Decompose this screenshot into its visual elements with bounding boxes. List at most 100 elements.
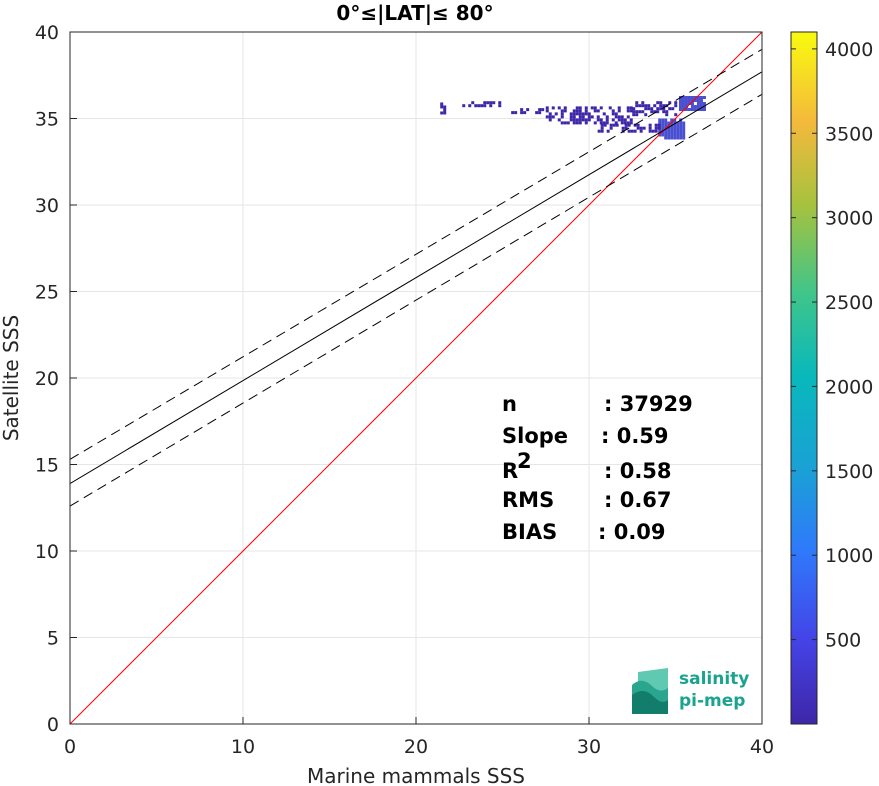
- density-cell: [471, 101, 475, 105]
- density-cell: [538, 108, 542, 112]
- density-cell: [608, 106, 612, 110]
- colorbar-tick-label: 2000: [825, 376, 873, 398]
- density-cell: [699, 105, 703, 109]
- density-cell: [681, 105, 685, 109]
- density-cell: [699, 99, 703, 103]
- density-cell: [572, 115, 576, 119]
- colorbar-ticks: 500 1000 1500 2000 2500 3000 3500 4000: [791, 39, 873, 652]
- density-cell: [674, 101, 678, 105]
- colorbar-tick-label: 3500: [825, 123, 873, 145]
- y-tick-label: 40: [35, 22, 59, 44]
- density-cell: [440, 102, 444, 106]
- density-cell: [617, 115, 621, 119]
- x-axis-label: Marine mammals SSS: [307, 764, 525, 786]
- density-cell: [654, 123, 658, 127]
- density-cell: [679, 130, 683, 134]
- y-tick-label: 20: [35, 368, 59, 390]
- density-cell: [474, 104, 478, 108]
- density-cell: [657, 123, 661, 127]
- density-cell: [587, 112, 591, 116]
- stat-value: : 0.67: [604, 488, 672, 512]
- colorbar: [790, 31, 818, 725]
- density-cell: [538, 111, 542, 115]
- density-cell: [621, 126, 625, 130]
- density-cell: [670, 133, 674, 137]
- density-cell: [690, 102, 694, 106]
- density-clusters: [440, 96, 706, 140]
- density-cell: [575, 121, 579, 125]
- density-cell: [679, 127, 683, 131]
- density-cell: [676, 130, 680, 134]
- density-cell: [635, 113, 639, 117]
- density-cell: [620, 115, 624, 119]
- density-cell: [557, 106, 561, 110]
- density-cell: [673, 127, 677, 131]
- density-cell: [702, 102, 706, 106]
- density-cell: [600, 123, 604, 127]
- density-cell: [581, 115, 585, 119]
- density-cluster: [678, 96, 706, 112]
- waves-icon: [632, 668, 668, 714]
- identity-line: [70, 32, 762, 724]
- density-cell: [650, 107, 654, 111]
- density-cell: [609, 123, 613, 127]
- density-cell: [584, 118, 588, 122]
- density-cell: [674, 104, 678, 108]
- regression-lines: [70, 32, 762, 724]
- density-cell: [661, 118, 665, 122]
- density-cell: [664, 121, 668, 125]
- density-cell: [603, 123, 607, 127]
- density-cell: [664, 124, 668, 128]
- density-cell: [639, 129, 643, 133]
- density-cell: [681, 96, 685, 100]
- density-cell: [617, 118, 621, 122]
- density-cell: [651, 129, 655, 133]
- density-cell: [690, 99, 694, 103]
- density-cell: [679, 121, 683, 125]
- density-cell: [647, 104, 651, 108]
- density-cell: [696, 102, 700, 106]
- density-cell: [557, 118, 561, 122]
- density-cell: [647, 107, 651, 111]
- density-cell: [642, 126, 646, 130]
- density-cluster: [545, 106, 633, 125]
- density-cell: [657, 126, 661, 130]
- density-cell: [648, 129, 652, 133]
- density-cell: [684, 99, 688, 103]
- colorbar-tick-label: 1000: [825, 545, 873, 567]
- density-cell: [541, 108, 545, 112]
- density-cell: [626, 106, 630, 110]
- density-cell: [486, 101, 490, 105]
- density-cell: [590, 115, 594, 119]
- density-cell: [648, 123, 652, 127]
- density-cell: [679, 133, 683, 137]
- y-tick-label: 30: [35, 195, 59, 217]
- density-cell: [661, 124, 665, 128]
- density-cell: [656, 110, 660, 114]
- density-cell: [605, 118, 609, 122]
- x-tick-label: 40: [750, 736, 774, 758]
- density-cell: [684, 102, 688, 106]
- density-cell: [664, 136, 668, 140]
- density-cell: [679, 124, 683, 128]
- fit-line: [70, 71, 762, 484]
- density-cell: [627, 129, 631, 133]
- density-cell: [492, 101, 496, 105]
- density-cell: [599, 121, 603, 125]
- density-cell: [584, 112, 588, 116]
- density-cell: [440, 111, 444, 115]
- density-cell: [626, 115, 630, 119]
- stat-label: Slope: [502, 424, 568, 448]
- density-cell: [682, 136, 686, 140]
- density-cell: [632, 107, 636, 111]
- density-cell: [563, 109, 567, 113]
- density-cell: [443, 111, 447, 115]
- density-cell: [635, 104, 639, 108]
- density-cell: [676, 121, 680, 125]
- density-cell: [560, 112, 564, 116]
- density-cell: [566, 121, 570, 125]
- density-cell: [687, 108, 691, 112]
- fit-lower-line: [70, 93, 762, 507]
- density-cell: [632, 110, 636, 114]
